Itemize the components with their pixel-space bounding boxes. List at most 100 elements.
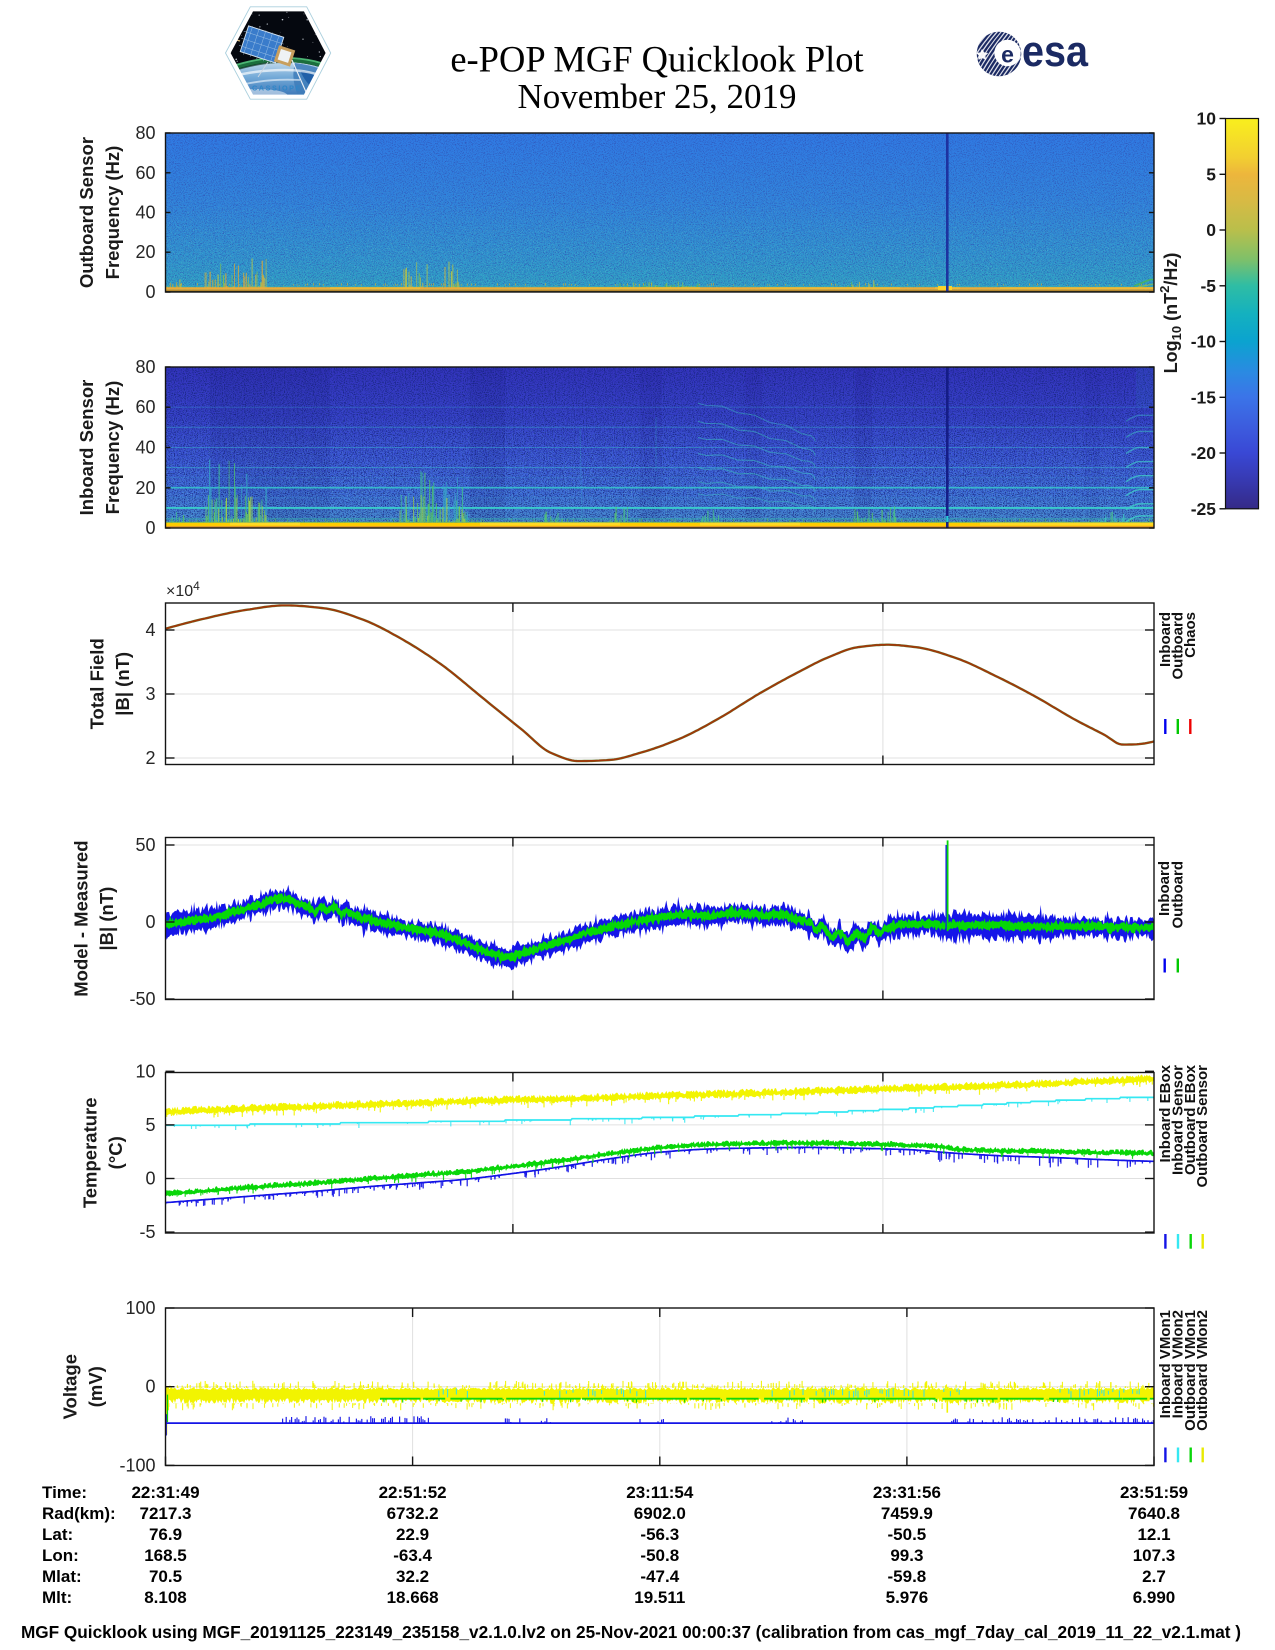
svg-text:100: 100 [125,1298,155,1318]
svg-text:Outboard Sensor: Outboard Sensor [1194,1065,1211,1188]
svg-text:Outboard VMon2: Outboard VMon2 [1194,1310,1211,1431]
svg-text:60: 60 [135,397,155,417]
svg-text:-50: -50 [129,989,155,1009]
svg-text:6902.0: 6902.0 [634,1504,686,1523]
svg-text:0: 0 [145,282,155,302]
svg-text:0: 0 [145,912,155,932]
svg-text:8.108: 8.108 [144,1588,187,1607]
svg-text:19.511: 19.511 [634,1588,685,1607]
svg-text:4: 4 [145,620,155,640]
svg-text:CASSIOPE: CASSIOPE [252,84,302,93]
svg-text:6732.2: 6732.2 [387,1504,439,1523]
svg-text:e-POP MGF Quicklook Plot: e-POP MGF Quicklook Plot [450,38,863,79]
svg-text:5: 5 [145,1115,155,1135]
svg-text:-5: -5 [1200,276,1216,296]
svg-text:23:51:59: 23:51:59 [1120,1483,1188,1502]
svg-text:|B| (nT): |B| (nT) [96,887,117,951]
svg-text:Frequency (Hz): Frequency (Hz) [102,381,123,515]
svg-text:70.5: 70.5 [149,1567,182,1586]
svg-text:-20: -20 [1191,443,1217,463]
svg-text:Log10 (nT2/Hz): Log10 (nT2/Hz) [1157,253,1184,374]
svg-text:40: 40 [135,438,155,458]
svg-text:168.5: 168.5 [144,1546,187,1565]
svg-text:22.9: 22.9 [396,1525,429,1544]
svg-text:Temperature: Temperature [80,1097,101,1208]
svg-text:Outboard VMon1: Outboard VMon1 [1182,1310,1199,1431]
svg-text:-56.3: -56.3 [640,1525,679,1544]
svg-text:0: 0 [145,1169,155,1189]
svg-text:e: e [1001,42,1014,68]
svg-text:20: 20 [135,242,155,262]
svg-text:12.1: 12.1 [1137,1525,1170,1544]
svg-text:40: 40 [135,203,155,223]
svg-text:Mlat:: Mlat: [42,1567,82,1586]
svg-text:-47.4: -47.4 [640,1567,679,1586]
svg-text:Frequency (Hz): Frequency (Hz) [102,146,123,280]
svg-text:Outboard: Outboard [1169,861,1186,929]
svg-text:Outboard Sensor: Outboard Sensor [76,137,97,288]
svg-text:76.9: 76.9 [149,1525,182,1544]
svg-text:-100: -100 [119,1455,155,1475]
svg-text:Chaos: Chaos [1182,612,1199,658]
svg-text:-63.4: -63.4 [393,1546,432,1565]
svg-text:Inboard Sensor: Inboard Sensor [1170,1065,1187,1175]
svg-text:Outboard: Outboard [1169,612,1186,680]
svg-text:Lon:: Lon: [42,1546,79,1565]
svg-text:(°C): (°C) [105,1136,126,1169]
svg-text:2: 2 [145,748,155,768]
svg-text:Total Field: Total Field [87,638,108,729]
svg-text:22:51:52: 22:51:52 [379,1483,447,1502]
svg-text:-10: -10 [1191,332,1217,352]
svg-text:18.668: 18.668 [387,1588,439,1607]
svg-text:Inboard Sensor: Inboard Sensor [76,380,97,516]
svg-text:Lat:: Lat: [42,1525,73,1544]
svg-text:22:31:49: 22:31:49 [131,1483,199,1502]
svg-text:Voltage: Voltage [60,1354,81,1419]
svg-text:-59.8: -59.8 [888,1567,927,1586]
svg-text:Rad(km):: Rad(km): [42,1504,116,1523]
svg-text:32.2: 32.2 [396,1567,429,1586]
svg-text:23:11:54: 23:11:54 [626,1483,694,1502]
svg-text:MGF Quicklook using MGF_201911: MGF Quicklook using MGF_20191125_223149_… [21,1622,1241,1642]
svg-text:Inboard EBox: Inboard EBox [1157,1064,1174,1162]
svg-text:×104: ×104 [166,579,200,600]
svg-text:Inboard: Inboard [1157,612,1174,667]
svg-text:80: 80 [135,357,155,377]
svg-text:-5: -5 [139,1222,155,1242]
svg-text:7640.8: 7640.8 [1128,1504,1180,1523]
svg-text:7217.3: 7217.3 [140,1504,192,1523]
svg-text:-50.5: -50.5 [888,1525,927,1544]
svg-text:November 25, 2019: November 25, 2019 [518,77,797,116]
svg-text:-15: -15 [1191,387,1217,407]
svg-text:-50.8: -50.8 [640,1546,679,1565]
svg-text:7459.9: 7459.9 [881,1504,933,1523]
svg-text:Outboard EBox: Outboard EBox [1182,1064,1199,1175]
svg-text:107.3: 107.3 [1133,1546,1176,1565]
svg-text:Time:: Time: [42,1483,87,1502]
svg-text:3: 3 [145,684,155,704]
svg-text:Inboard: Inboard [1156,861,1173,916]
svg-text:0: 0 [145,1377,155,1397]
svg-text:0: 0 [1206,220,1216,240]
svg-text:0: 0 [145,518,155,538]
svg-text:Mlt:: Mlt: [42,1588,72,1607]
svg-text:Inboard VMon2: Inboard VMon2 [1170,1310,1187,1418]
svg-text:Inboard VMon1: Inboard VMon1 [1157,1310,1174,1418]
svg-text:5.976: 5.976 [886,1588,929,1607]
svg-text:esa: esa [1022,27,1088,76]
svg-text:99.3: 99.3 [890,1546,923,1565]
svg-text:(mV): (mV) [85,1366,106,1407]
svg-text:6.990: 6.990 [1133,1588,1176,1607]
svg-text:10: 10 [135,1061,155,1081]
svg-text:20: 20 [135,478,155,498]
svg-text:|B| (nT): |B| (nT) [112,652,133,716]
svg-text:23:31:56: 23:31:56 [873,1483,941,1502]
svg-text:80: 80 [135,123,155,143]
svg-text:10: 10 [1197,109,1217,129]
svg-text:5: 5 [1206,164,1216,184]
svg-text:60: 60 [135,163,155,183]
svg-text:-25: -25 [1191,499,1217,519]
svg-text:50: 50 [135,835,155,855]
svg-text:2.7: 2.7 [1142,1567,1166,1586]
svg-text:Model - Measured: Model - Measured [71,840,92,996]
